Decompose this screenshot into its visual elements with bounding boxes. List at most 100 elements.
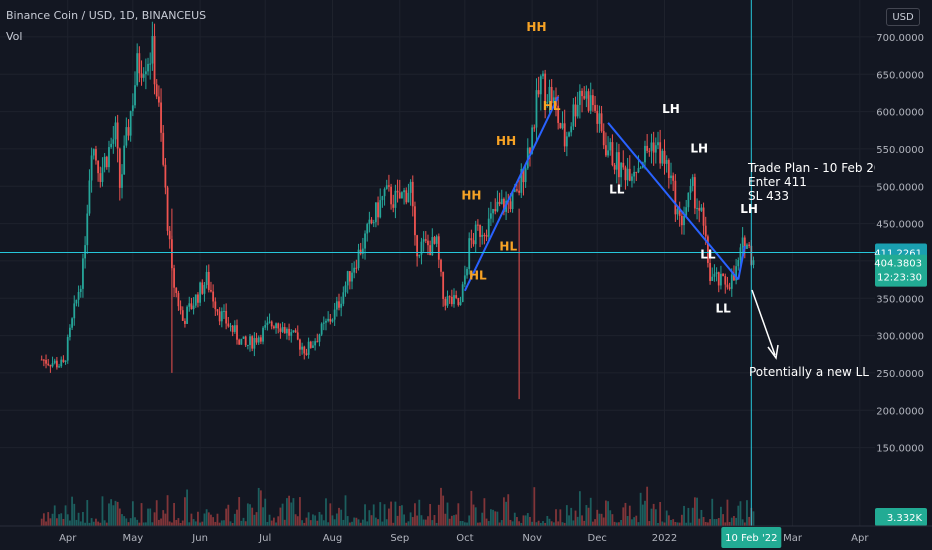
volume-bar	[581, 515, 583, 526]
volume-bar	[171, 522, 173, 526]
volume-bar	[626, 516, 629, 526]
volume-bar	[670, 519, 672, 526]
volume-bar	[652, 503, 655, 526]
candle-body	[92, 149, 95, 156]
candle-body	[320, 323, 323, 335]
candle-body	[537, 90, 540, 95]
volume-bar	[453, 515, 455, 526]
volume-bar	[64, 505, 67, 526]
volume-bar	[407, 521, 410, 526]
candle-body	[728, 287, 731, 289]
volume-bar	[296, 516, 299, 526]
trend-line[interactable]	[607, 122, 740, 281]
candle-body	[338, 301, 340, 308]
volume-bar	[498, 522, 501, 526]
candle-body	[40, 359, 43, 361]
volume-bar	[420, 515, 423, 526]
candle-body	[307, 341, 310, 355]
volume-bar	[496, 511, 499, 526]
candle-body	[333, 309, 336, 320]
volume-bar	[683, 505, 685, 526]
candle-body	[511, 191, 514, 209]
candle-body	[581, 90, 583, 97]
volume-bar	[457, 503, 460, 526]
candle-body	[90, 155, 93, 181]
candle-body	[71, 318, 73, 328]
time-tick-label: Oct	[456, 533, 473, 544]
volume-bar	[646, 486, 649, 526]
candle-body	[157, 96, 160, 103]
price-axis[interactable]: 700.0000 650.0000 600.0000 550.0000 500.0000…	[874, 0, 932, 526]
candle-body	[173, 268, 175, 288]
trend-line[interactable]	[463, 96, 560, 292]
volume-bar	[520, 522, 523, 526]
candle-body	[613, 165, 616, 170]
volume-bar	[544, 522, 547, 526]
candle-body	[683, 215, 685, 226]
volume-bar	[416, 515, 419, 526]
candle-body	[722, 273, 724, 277]
volume-bar	[118, 508, 121, 526]
time-axis[interactable]: Apr May Jun Jul Aug Sep Oct Nov Dec 2022 Mar Apr 10 …	[0, 525, 932, 550]
candle-body	[385, 185, 388, 189]
candle-body	[366, 224, 369, 234]
volume-bar	[455, 514, 458, 526]
candle-body	[713, 273, 716, 277]
volume-bar	[90, 518, 93, 526]
candle-body	[539, 76, 542, 95]
volume-bar	[555, 509, 557, 526]
chart-title: Binance Coin / USD, 1D, BINANCEUS	[6, 9, 207, 22]
volume-bar	[40, 518, 43, 526]
volume-bar	[394, 501, 397, 526]
volume-bar	[631, 519, 633, 526]
volume-bar	[672, 519, 675, 526]
candle-body	[450, 296, 453, 305]
candle-body	[609, 142, 612, 151]
volume-bar	[713, 519, 716, 526]
volume-bar	[691, 507, 694, 526]
candle-body	[546, 102, 549, 104]
candle-body	[140, 73, 143, 78]
volume-bar	[275, 522, 277, 526]
candle-body	[522, 169, 525, 183]
trend-line[interactable]	[737, 245, 746, 280]
candle-body	[305, 353, 308, 355]
candle-body	[396, 190, 399, 193]
volume-bar	[542, 521, 544, 526]
volume-bar	[518, 521, 521, 526]
volume-bar	[433, 515, 436, 526]
volume-bar	[116, 501, 119, 526]
volume-bar	[103, 520, 106, 526]
candle-body	[724, 276, 727, 285]
candle-body	[342, 292, 345, 304]
volume-bar	[255, 512, 258, 526]
candle-body	[685, 207, 688, 216]
candle-body	[138, 53, 141, 74]
volume-bar	[741, 519, 744, 526]
candle-body	[459, 302, 462, 306]
candle-body	[737, 259, 740, 267]
candle-body	[257, 337, 260, 343]
candle-body	[105, 156, 108, 168]
candle-body	[127, 127, 130, 136]
volume-bar	[95, 518, 97, 526]
candle-body	[709, 262, 711, 281]
candle-body	[670, 175, 672, 179]
volume-bar	[246, 503, 249, 526]
candle-body	[631, 176, 633, 181]
trade-plan-line: Enter 411	[748, 175, 807, 189]
candle-body	[533, 127, 536, 129]
candle-body	[82, 258, 84, 289]
volume-bar	[424, 519, 427, 526]
candle-body	[453, 295, 455, 305]
candle-body	[401, 192, 403, 199]
currency-button[interactable]: USD	[886, 8, 920, 26]
volume-indicator-label[interactable]: Vol	[6, 30, 23, 43]
volume-bar	[411, 517, 414, 526]
volume-bar	[325, 498, 327, 526]
volume-bar	[437, 504, 440, 526]
candle-body	[42, 359, 45, 361]
candle-body	[255, 338, 258, 343]
candle-body	[97, 160, 100, 174]
